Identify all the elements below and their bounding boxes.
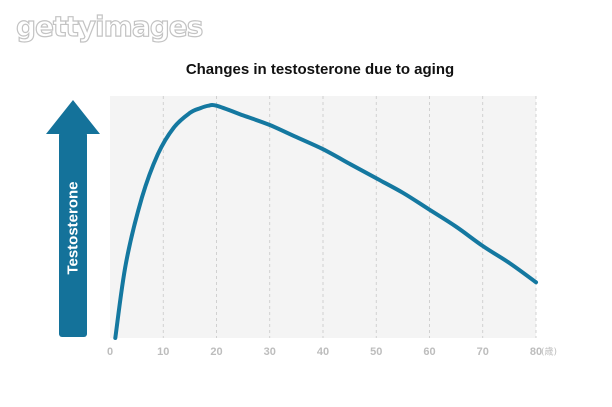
x-tick-label: 80 bbox=[530, 346, 542, 358]
x-tick-label: 10 bbox=[157, 346, 169, 358]
x-tick-label: 40 bbox=[317, 346, 329, 358]
x-axis-ticks: 0 10 20 30 40 50 60 70 80 bbox=[107, 346, 542, 358]
x-tick-label: 60 bbox=[423, 346, 435, 358]
series-line bbox=[113, 102, 538, 340]
y-axis-arrow-shaft bbox=[59, 132, 87, 337]
y-axis-arrow-head bbox=[46, 100, 100, 134]
x-tick-label: 20 bbox=[210, 346, 222, 358]
x-tick-label: 0 bbox=[107, 346, 113, 358]
chart-title: Changes in testosterone due to aging bbox=[185, 61, 455, 78]
x-axis-unit: (歳) bbox=[541, 346, 557, 358]
x-tick-label: 70 bbox=[477, 346, 489, 358]
y-axis-label: Testosterone bbox=[65, 181, 82, 274]
grid-lines bbox=[162, 96, 537, 338]
y-axis-arrow: Testosterone bbox=[46, 100, 100, 337]
x-tick-label: 30 bbox=[264, 346, 276, 358]
x-tick-label: 50 bbox=[370, 346, 382, 358]
watermark-logo: gettyimages bbox=[15, 9, 204, 43]
